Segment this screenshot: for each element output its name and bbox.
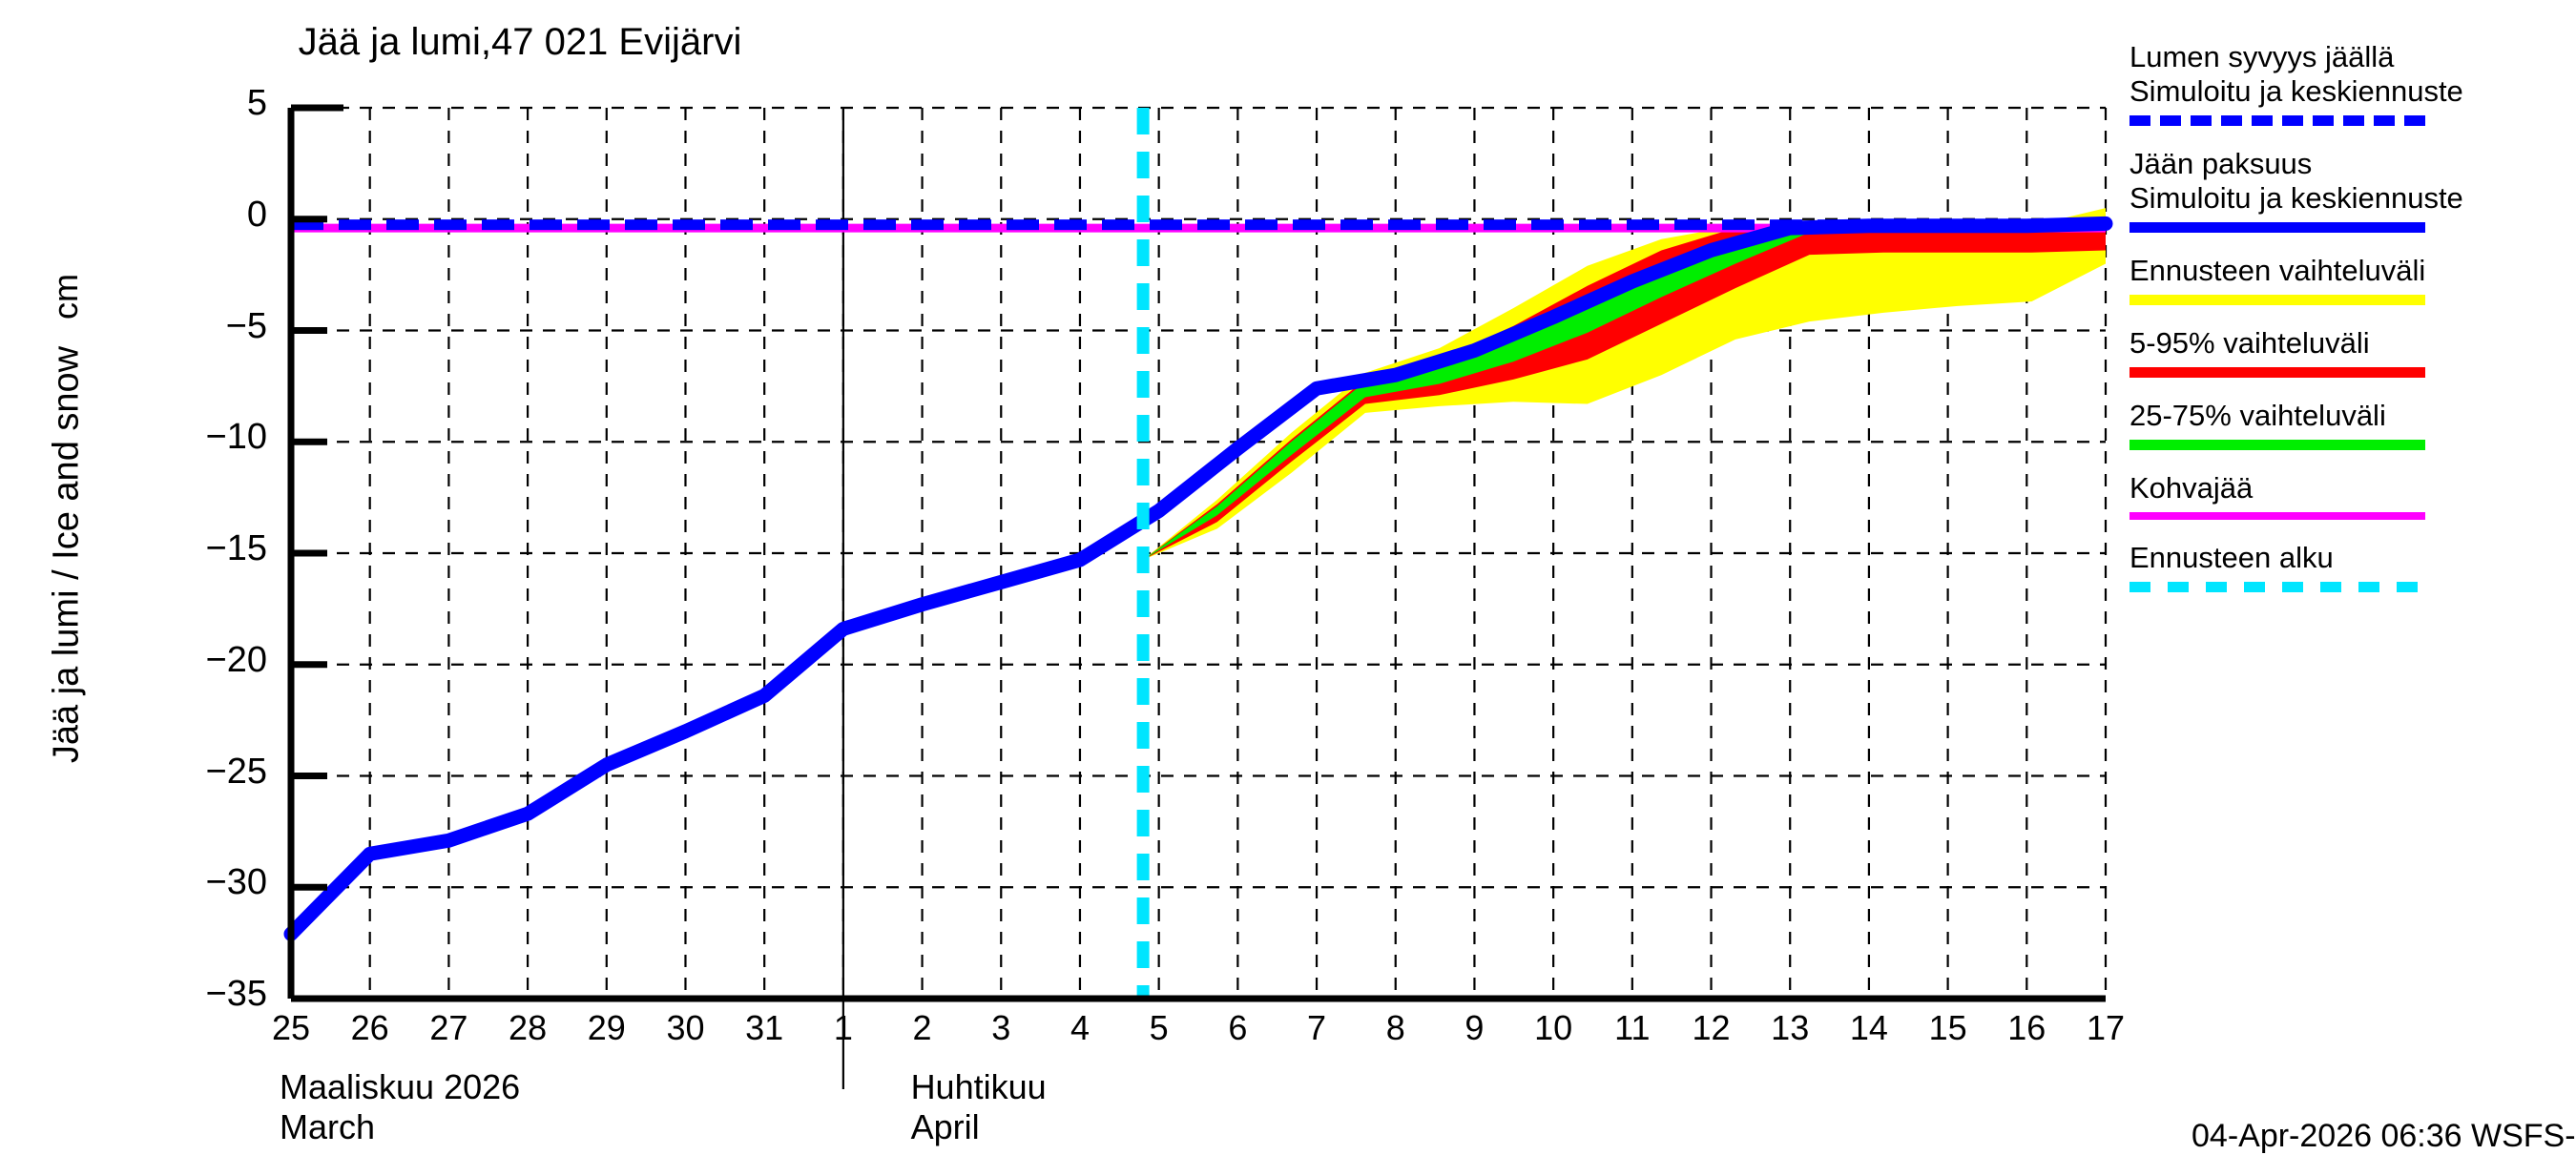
legend-item-title: Ennusteen vaihteluväli (2129, 253, 2426, 287)
x-tick-label: 13 (1771, 1008, 1810, 1047)
y-tick-label: −30 (205, 862, 267, 903)
legend-item-title: Lumen syvyys jäällä (2129, 40, 2395, 73)
legend-item-title: 25-75% vaihteluväli (2129, 398, 2386, 432)
legend-swatch-solid-red (2129, 366, 2425, 378)
legend-item-title: Ennusteen alku (2129, 540, 2334, 574)
legend-swatch-dashed-cyan (2129, 581, 2425, 592)
x-tick-label: 14 (1849, 1008, 1888, 1047)
legend-item-title: Kohvajää (2129, 470, 2254, 505)
x-tick-label: 27 (429, 1008, 468, 1047)
x-tick-label: 4 (1070, 1008, 1090, 1047)
legend-swatch-solid-blue (2129, 221, 2425, 233)
x-tick-label: 6 (1228, 1008, 1248, 1047)
x-tick-label: 26 (350, 1008, 389, 1047)
axis-frame (287, 104, 2106, 1002)
y-tick-label: −15 (205, 528, 267, 568)
x-tick-label: 17 (2086, 1008, 2126, 1047)
legend-item[interactable]: Kohvajää (2129, 471, 2576, 520)
y-tick-label: −25 (205, 751, 267, 792)
y-tick-label: −35 (205, 974, 267, 1014)
month-label-fi: Huhtikuu (910, 1067, 1047, 1106)
x-tick-label: 10 (1534, 1008, 1573, 1047)
x-tick-label: 11 (1614, 1008, 1651, 1047)
x-tick-label: 31 (745, 1008, 784, 1047)
legend-swatch-solid-yellow (2129, 294, 2425, 305)
x-tick-label: 15 (1928, 1008, 1967, 1047)
x-tick-label: 5 (1149, 1008, 1169, 1047)
legend-item[interactable]: 25-75% vaihteluväli (2129, 399, 2576, 450)
x-axis-month-march: Maaliskuu 2026 March (280, 1067, 520, 1148)
legend-item[interactable]: Ennusteen vaihteluväli (2129, 254, 2576, 305)
x-tick-label: 29 (587, 1008, 626, 1047)
x-tick-label: 9 (1465, 1008, 1485, 1047)
month-label-en: March (280, 1107, 376, 1147)
legend-swatch-solid-green (2129, 439, 2425, 450)
x-tick-label: 28 (509, 1008, 548, 1047)
series-ice-thickness (283, 216, 2113, 941)
y-tick-label: −20 (205, 639, 267, 680)
x-axis-month-april: Huhtikuu April (911, 1067, 1047, 1148)
legend-item[interactable]: Lumen syvyys jäällä Simuloitu ja keskienn… (2129, 40, 2576, 126)
legend-item-subtitle: Simuloitu ja keskiennuste (2129, 180, 2463, 215)
legend-item-title: 5-95% vaihteluväli (2129, 325, 2370, 360)
month-label-fi: Maaliskuu 2026 (280, 1067, 521, 1106)
legend-item[interactable]: Jään paksuus Simuloitu ja keskiennuste (2129, 147, 2576, 233)
forecast-uncertainty-bands (1143, 208, 2106, 561)
x-tick-label: 16 (2007, 1008, 2046, 1047)
x-tick-label: 8 (1385, 1008, 1405, 1047)
y-tick-label: −10 (205, 417, 267, 458)
legend-swatch-solid-magenta (2129, 511, 2425, 520)
x-tick-label: 25 (271, 1008, 311, 1047)
page-title: Jää ja lumi,47 021 Evijärvi (298, 21, 742, 63)
y-tick-label: 0 (246, 194, 267, 235)
chart-legend: Lumen syvyys jäällä Simuloitu ja keskienn… (2129, 40, 2576, 613)
y-tick-label: −5 (225, 305, 267, 346)
legend-item[interactable]: Ennusteen alku (2129, 541, 2576, 592)
x-tick-label: 2 (912, 1008, 932, 1047)
x-tick-label: 30 (666, 1008, 705, 1047)
legend-item-title: Jään paksuus (2129, 146, 2313, 180)
x-tick-label: 3 (991, 1008, 1011, 1047)
legend-item[interactable]: 5-95% vaihteluväli (2129, 326, 2576, 378)
y-tick-label: 5 (246, 83, 267, 123)
legend-swatch-dashed-blue (2129, 114, 2425, 126)
band-ffff00 (1143, 208, 2106, 561)
x-tick-label: 7 (1307, 1008, 1327, 1047)
x-tick-label: 12 (1692, 1008, 1731, 1047)
month-label-en: April (910, 1107, 980, 1147)
legend-item-subtitle: Simuloitu ja keskiennuste (2129, 73, 2463, 108)
